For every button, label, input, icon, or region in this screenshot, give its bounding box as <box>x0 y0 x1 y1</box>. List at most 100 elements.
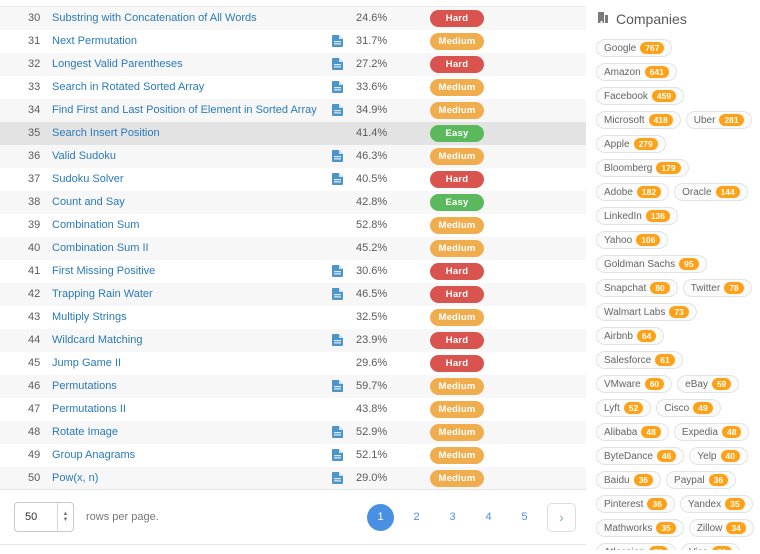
problem-title-link[interactable]: Rotate Image <box>52 426 119 438</box>
problem-title-link[interactable]: Permutations II <box>52 403 126 415</box>
company-tag[interactable]: Amazon 641 <box>596 63 677 81</box>
solution-icon[interactable] <box>331 425 343 438</box>
problem-title-link[interactable]: Sudoku Solver <box>52 173 124 185</box>
table-row[interactable]: 43 Multiply Strings 32.5% Medium <box>0 306 586 329</box>
solution-icon[interactable] <box>331 448 343 461</box>
company-name: Alibaba <box>604 426 638 438</box>
solution-icon[interactable] <box>331 57 343 70</box>
company-tag[interactable]: Pinterest 36 <box>596 495 675 513</box>
table-row[interactable]: 38 Count and Say 42.8% Easy <box>0 190 586 214</box>
table-row[interactable]: 45 Jump Game II 29.6% Hard <box>0 352 586 375</box>
company-tag[interactable]: Expedia 48 <box>673 423 750 441</box>
company-tag[interactable]: Snapchat 80 <box>596 279 678 297</box>
solution-icon[interactable] <box>331 379 343 392</box>
company-tag[interactable]: Microsoft 418 <box>596 111 681 129</box>
problem-title-link[interactable]: Trapping Rain Water <box>52 288 153 300</box>
problem-title-link[interactable]: Jump Game II <box>52 357 122 369</box>
rows-per-page-select[interactable]: 50 ▲ ▼ <box>14 502 74 532</box>
table-row[interactable]: 44 Wildcard Matching 23.9% Hard <box>0 328 586 352</box>
company-tag[interactable]: Twitter 78 <box>682 279 752 297</box>
problem-title-link[interactable]: Count and Say <box>52 196 125 208</box>
table-row[interactable]: 35 Search Insert Position 41.4% Easy <box>0 121 586 145</box>
solution-icon[interactable] <box>331 80 343 93</box>
table-row[interactable]: 31 Next Permutation 31.7% Medium <box>0 30 586 53</box>
table-row[interactable]: 42 Trapping Rain Water 46.5% Hard <box>0 282 586 306</box>
table-row[interactable]: 33 Search in Rotated Sorted Array 33.6% Med… <box>0 76 586 99</box>
table-row[interactable]: 48 Rotate Image 52.9% Medium <box>0 420 586 444</box>
company-tag[interactable]: Apple 279 <box>596 135 666 153</box>
problem-title-link[interactable]: First Missing Positive <box>52 265 156 277</box>
problem-title-link[interactable]: Search Insert Position <box>52 127 160 139</box>
stepper-arrows-icon[interactable]: ▲ ▼ <box>57 503 73 531</box>
problem-title-link[interactable]: Permutations <box>52 380 117 392</box>
company-tag[interactable]: Walmart Labs 73 <box>596 303 697 321</box>
company-tag[interactable]: Goldman Sachs 95 <box>596 255 707 273</box>
table-row[interactable]: 37 Sudoku Solver 40.5% Hard <box>0 168 586 191</box>
company-tag[interactable]: ByteDance 46 <box>596 447 685 465</box>
solution-icon[interactable] <box>331 471 343 484</box>
company-tag[interactable]: Baidu 36 <box>596 471 662 489</box>
company-tag[interactable]: Google 767 <box>596 39 673 57</box>
company-tag[interactable]: Oracle 144 <box>674 183 748 201</box>
company-tag[interactable]: Yandex 35 <box>679 495 753 513</box>
company-tag[interactable]: Yahoo 106 <box>596 231 669 249</box>
company-tag[interactable]: Salesforce 61 <box>596 351 683 369</box>
company-tag[interactable]: Bloomberg 179 <box>596 159 689 177</box>
table-row[interactable]: 46 Permutations 59.7% Medium <box>0 374 586 398</box>
table-row[interactable]: 36 Valid Sudoku 46.3% Medium <box>0 144 586 168</box>
company-tag[interactable]: Yelp 40 <box>689 447 748 465</box>
problem-title-link[interactable]: Valid Sudoku <box>52 150 117 162</box>
table-row[interactable]: 50 Pow(x, n) 29.0% Medium <box>0 466 586 490</box>
solution-icon[interactable] <box>331 172 343 185</box>
problem-title-link[interactable]: Substring with Concatenation of All Word… <box>52 12 257 25</box>
solution-icon[interactable] <box>331 333 343 346</box>
company-tag[interactable]: Facebook 459 <box>596 87 685 105</box>
company-count-badge: 281 <box>719 114 744 126</box>
company-tag[interactable]: Paypal 36 <box>666 471 737 489</box>
problem-title-link[interactable]: Wildcard Matching <box>52 334 143 346</box>
company-tag[interactable]: Cisco 49 <box>656 399 721 417</box>
problem-title-link[interactable]: Pow(x, n) <box>52 472 99 484</box>
problem-title-link[interactable]: Combination Sum II <box>52 242 149 254</box>
page-button-5[interactable]: 5 <box>511 503 538 531</box>
company-tag[interactable]: Atlassian31 <box>596 543 677 550</box>
company-tag[interactable]: Zillow 34 <box>688 519 754 537</box>
company-tag[interactable]: Uber 281 <box>685 111 752 129</box>
page-button-4[interactable]: 4 <box>475 503 502 531</box>
page-button-2[interactable]: 2 <box>403 503 430 531</box>
table-row[interactable]: 41 First Missing Positive 30.6% Hard <box>0 260 586 283</box>
problem-number: 37 <box>28 173 41 185</box>
solution-icon[interactable] <box>331 103 343 116</box>
problem-title-link[interactable]: Combination Sum <box>52 219 140 231</box>
table-row[interactable]: 40 Combination Sum II 45.2% Medium <box>0 236 586 260</box>
solution-icon[interactable] <box>331 264 343 277</box>
problem-title-link[interactable]: Longest Valid Parentheses <box>52 58 183 70</box>
company-tag[interactable]: Mathworks 35 <box>596 519 684 537</box>
company-tag[interactable]: Adobe 182 <box>596 183 670 201</box>
table-row[interactable]: 39 Combination Sum 52.8% Medium <box>0 214 586 237</box>
page-button-1[interactable]: 1 <box>367 503 394 531</box>
company-tag[interactable]: VMware 60 <box>596 375 673 393</box>
table-row[interactable]: 30 Substring with Concatenation of All Wo… <box>0 6 586 30</box>
company-tag[interactable]: Visa 31 <box>681 543 740 550</box>
company-tag[interactable]: eBay 59 <box>677 375 740 393</box>
problem-title-link[interactable]: Group Anagrams <box>52 449 136 461</box>
problem-title-link[interactable]: Find First and Last Position of Element … <box>52 104 317 116</box>
problem-title-link[interactable]: Next Permutation <box>52 35 137 47</box>
table-row[interactable]: 47 Permutations II 43.8% Medium <box>0 398 586 421</box>
solution-icon[interactable] <box>331 34 343 47</box>
difficulty-badge: Hard <box>430 170 484 188</box>
company-tag[interactable]: LinkedIn 136 <box>596 207 678 225</box>
table-row[interactable]: 49 Group Anagrams 52.1% Medium <box>0 444 586 467</box>
company-tag[interactable]: Lyft 52 <box>596 399 652 417</box>
solution-icon[interactable] <box>331 287 343 300</box>
table-row[interactable]: 34 Find First and Last Position of Elemen… <box>0 98 586 122</box>
company-tag[interactable]: Airbnb 64 <box>596 327 665 345</box>
problem-title-link[interactable]: Multiply Strings <box>52 311 127 323</box>
solution-icon[interactable] <box>331 149 343 162</box>
problem-title-link[interactable]: Search in Rotated Sorted Array <box>52 81 205 93</box>
table-row[interactable]: 32 Longest Valid Parentheses 27.2% Hard <box>0 52 586 76</box>
next-page-button[interactable]: › <box>547 502 576 532</box>
company-tag[interactable]: Alibaba 48 <box>596 423 669 441</box>
page-button-3[interactable]: 3 <box>439 503 466 531</box>
